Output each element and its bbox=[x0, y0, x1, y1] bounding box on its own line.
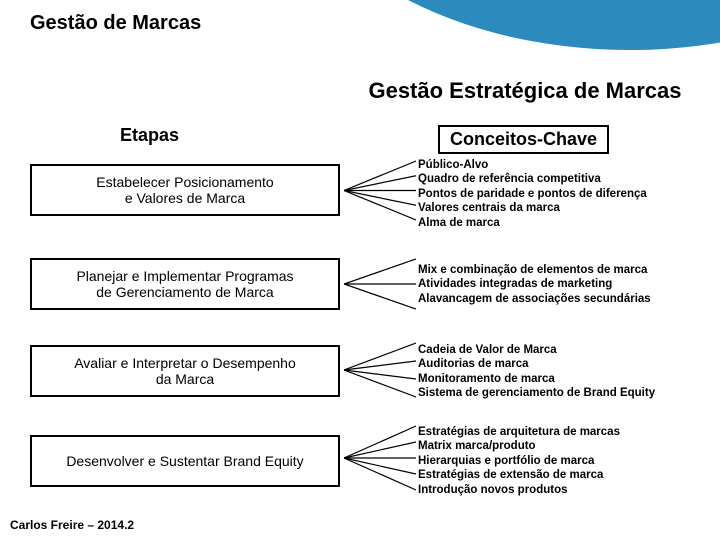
stage-box: Estabelecer Posicionamentoe Valores de M… bbox=[30, 164, 340, 216]
connector-fan bbox=[344, 256, 416, 312]
concept-item: Introdução novos produtos bbox=[418, 483, 710, 497]
column-header-conceitos: Conceitos-Chave bbox=[438, 125, 609, 154]
concept-item: Sistema de gerenciamento de Brand Equity bbox=[418, 386, 710, 400]
concept-item: Público-Alvo bbox=[418, 158, 710, 172]
stage-box: Planejar e Implementar Programasde Geren… bbox=[30, 258, 340, 310]
slide: Gestão de Marcas Gestão Estratégica de M… bbox=[0, 0, 720, 540]
concept-item: Atividades integradas de marketing bbox=[418, 277, 710, 291]
concept-item: Estratégias de arquitetura de marcas bbox=[418, 425, 710, 439]
concepts-list: Cadeia de Valor de MarcaAuditorias de ma… bbox=[418, 343, 710, 401]
concept-item: Quadro de referência competitiva bbox=[418, 172, 710, 186]
concepts-list: Público-AlvoQuadro de referência competi… bbox=[418, 158, 710, 230]
stage-box: Desenvolver e Sustentar Brand Equity bbox=[30, 435, 340, 487]
connector-fan bbox=[344, 340, 416, 400]
concept-item: Mix e combinação de elementos de marca bbox=[418, 263, 710, 277]
concept-item: Cadeia de Valor de Marca bbox=[418, 343, 710, 357]
concept-item: Alma de marca bbox=[418, 216, 710, 230]
concepts-list: Mix e combinação de elementos de marcaAt… bbox=[418, 263, 710, 306]
concepts-list: Estratégias de arquitetura de marcasMatr… bbox=[418, 425, 710, 497]
column-header-etapas: Etapas bbox=[120, 125, 179, 146]
decorative-arc bbox=[280, 0, 720, 50]
connector-fan bbox=[344, 423, 416, 493]
concept-item: Estratégias de extensão de marca bbox=[418, 468, 710, 482]
concept-item: Alavancagem de associações secundárias bbox=[418, 292, 710, 306]
slide-title: Gestão de Marcas bbox=[30, 12, 201, 35]
concept-item: Hierarquias e portfólio de marca bbox=[418, 454, 710, 468]
stage-box: Avaliar e Interpretar o Desempenhoda Mar… bbox=[30, 345, 340, 397]
main-title: Gestão Estratégica de Marcas bbox=[350, 78, 700, 103]
concept-item: Monitoramento de marca bbox=[418, 372, 710, 386]
concept-item: Auditorias de marca bbox=[418, 357, 710, 371]
concept-item: Pontos de paridade e pontos de diferença bbox=[418, 187, 710, 201]
connector-fan bbox=[344, 158, 416, 223]
footer-credit: Carlos Freire – 2014.2 bbox=[10, 518, 134, 532]
concept-item: Valores centrais da marca bbox=[418, 201, 710, 215]
concept-item: Matrix marca/produto bbox=[418, 439, 710, 453]
